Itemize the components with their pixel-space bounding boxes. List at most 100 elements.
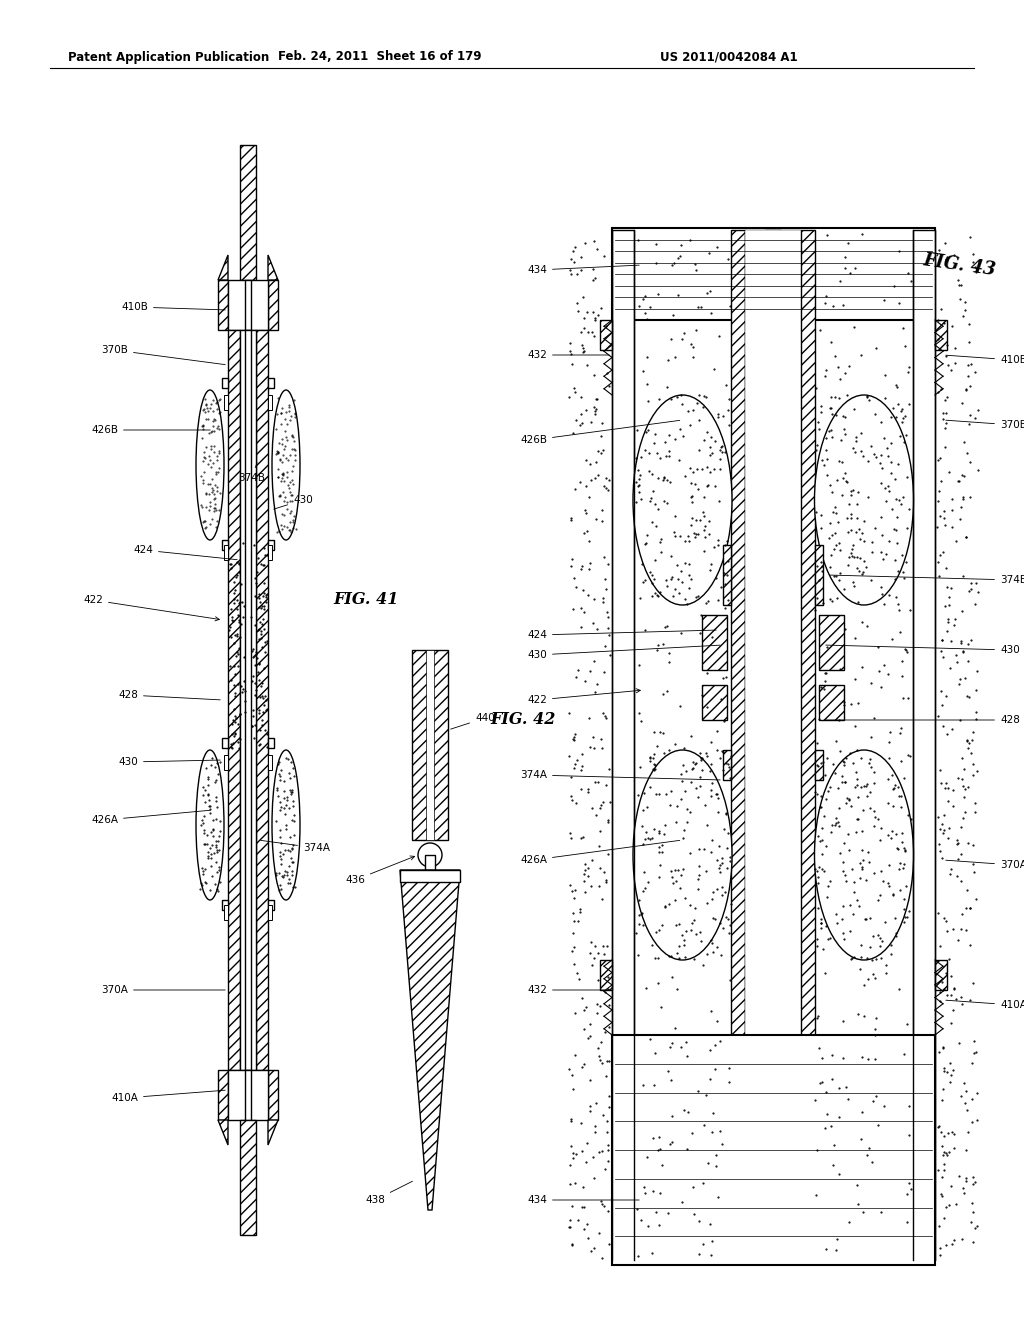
- Ellipse shape: [814, 395, 913, 605]
- Bar: [222, 738, 228, 748]
- Text: 424: 424: [133, 545, 238, 560]
- Circle shape: [418, 843, 442, 867]
- Text: 428: 428: [118, 690, 220, 700]
- Ellipse shape: [196, 750, 224, 900]
- Text: 374A: 374A: [261, 841, 330, 853]
- Bar: [913, 1035, 935, 1265]
- Ellipse shape: [272, 389, 300, 540]
- Text: 374B: 374B: [238, 462, 265, 483]
- Text: Feb. 24, 2011  Sheet 16 of 179: Feb. 24, 2011 Sheet 16 of 179: [279, 50, 481, 63]
- Ellipse shape: [814, 750, 913, 960]
- Bar: [245, 1071, 251, 1119]
- Text: 410A: 410A: [946, 1001, 1024, 1010]
- Text: 430: 430: [118, 756, 220, 767]
- Polygon shape: [268, 255, 278, 280]
- Text: 370A: 370A: [946, 861, 1024, 870]
- Text: 426A: 426A: [520, 841, 680, 865]
- Text: 436: 436: [345, 855, 415, 884]
- Text: 430: 430: [527, 645, 720, 660]
- Text: 426B: 426B: [91, 425, 210, 436]
- Text: 430: 430: [825, 645, 1020, 655]
- Bar: [426, 649, 434, 840]
- Bar: [765, 230, 781, 1261]
- Text: FIG. 43: FIG. 43: [922, 251, 997, 279]
- Bar: [600, 960, 612, 990]
- Text: 422: 422: [527, 689, 640, 705]
- Bar: [268, 280, 278, 330]
- Bar: [412, 649, 449, 840]
- Bar: [913, 230, 935, 1261]
- Text: 410B: 410B: [121, 302, 225, 312]
- Bar: [268, 900, 274, 909]
- Text: 432: 432: [527, 985, 609, 995]
- Bar: [268, 755, 272, 770]
- Bar: [268, 545, 272, 560]
- Text: 370B: 370B: [946, 420, 1024, 430]
- Text: 370B: 370B: [101, 345, 225, 364]
- Bar: [222, 540, 228, 550]
- Bar: [612, 230, 634, 1261]
- Bar: [256, 330, 268, 1071]
- Ellipse shape: [633, 750, 732, 960]
- Text: 422: 422: [83, 595, 219, 620]
- Bar: [600, 319, 612, 350]
- Text: 426B: 426B: [520, 420, 680, 445]
- Ellipse shape: [196, 389, 224, 540]
- Bar: [801, 230, 815, 1261]
- Bar: [723, 750, 731, 780]
- Ellipse shape: [272, 750, 300, 900]
- Bar: [228, 330, 240, 1071]
- Bar: [819, 685, 844, 719]
- Polygon shape: [218, 255, 228, 280]
- Bar: [935, 960, 947, 990]
- Text: 428: 428: [825, 715, 1020, 725]
- Text: 438: 438: [366, 1181, 413, 1205]
- Bar: [245, 280, 251, 330]
- Bar: [913, 230, 935, 1261]
- Bar: [612, 228, 935, 319]
- Text: FIG. 42: FIG. 42: [490, 711, 555, 729]
- Bar: [222, 378, 228, 388]
- Text: 426A: 426A: [91, 810, 210, 825]
- Bar: [224, 545, 228, 560]
- Bar: [913, 228, 935, 319]
- Polygon shape: [400, 870, 460, 1210]
- Text: 370A: 370A: [101, 985, 225, 995]
- Bar: [815, 545, 823, 605]
- Bar: [612, 1035, 634, 1265]
- Text: 424: 424: [527, 630, 716, 640]
- Text: US 2011/0042084 A1: US 2011/0042084 A1: [660, 50, 798, 63]
- Bar: [612, 228, 634, 319]
- Bar: [218, 1071, 228, 1119]
- Bar: [815, 750, 823, 780]
- Bar: [400, 870, 460, 882]
- Bar: [240, 1119, 256, 1236]
- Bar: [702, 615, 727, 671]
- Bar: [425, 855, 435, 870]
- Bar: [819, 615, 844, 671]
- Text: 440: 440: [451, 713, 495, 729]
- Bar: [268, 1071, 278, 1119]
- Bar: [935, 319, 947, 350]
- Text: 410B: 410B: [946, 355, 1024, 366]
- Bar: [268, 738, 274, 748]
- Polygon shape: [268, 1119, 278, 1144]
- Bar: [240, 330, 256, 1071]
- Bar: [224, 906, 228, 920]
- Bar: [612, 1035, 935, 1265]
- Bar: [731, 230, 745, 1261]
- Text: 410A: 410A: [112, 1090, 225, 1104]
- Bar: [218, 280, 228, 330]
- Bar: [268, 540, 274, 550]
- Bar: [268, 378, 274, 388]
- Text: 374B: 374B: [829, 576, 1024, 585]
- Bar: [268, 395, 272, 411]
- Bar: [702, 685, 727, 719]
- Bar: [240, 145, 256, 280]
- Polygon shape: [218, 1119, 228, 1144]
- Text: 434: 434: [527, 265, 639, 275]
- Text: Patent Application Publication: Patent Application Publication: [68, 50, 269, 63]
- Text: 434: 434: [527, 1195, 639, 1205]
- Bar: [228, 280, 268, 330]
- Bar: [222, 900, 228, 909]
